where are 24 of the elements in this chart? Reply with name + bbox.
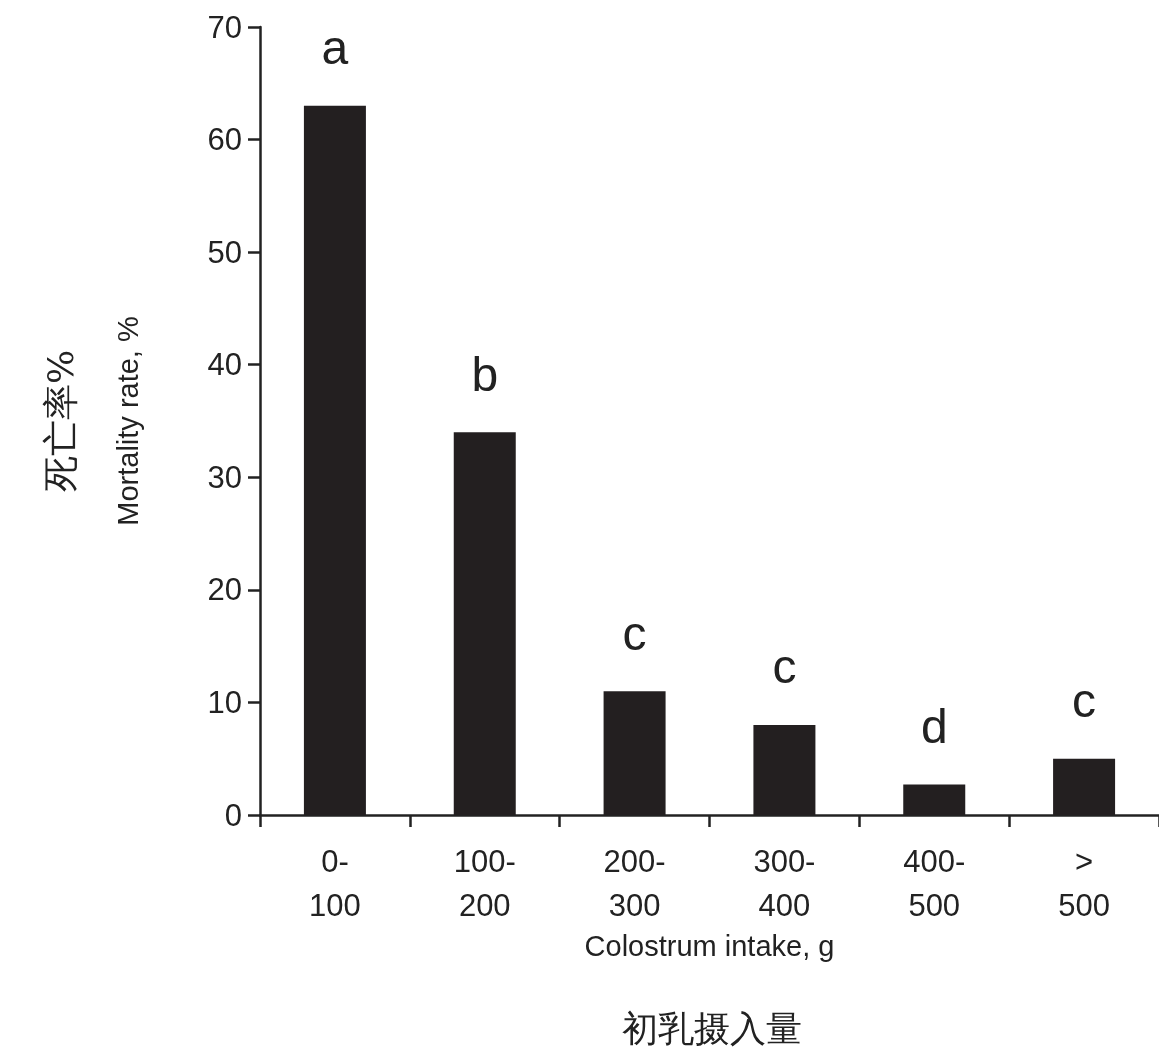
- y-tick-label: 20: [207, 572, 242, 608]
- y-tick-label: 60: [207, 122, 242, 158]
- y-tick-label: 0: [224, 797, 242, 833]
- y-tick-label: 40: [207, 347, 242, 383]
- text: 死亡率%: [39, 349, 81, 493]
- x-tick-label: 400- 500: [903, 843, 966, 923]
- annotation: a: [321, 21, 349, 75]
- y-tick-label: 10: [207, 684, 242, 720]
- y-axis-title: Mortality rate, %: [111, 316, 144, 526]
- x-axis-title: Colostrum intake, g: [584, 930, 835, 963]
- annotation: b: [471, 347, 499, 401]
- x-tick-label: 200- 300: [603, 843, 666, 923]
- y-tick-label: 70: [207, 9, 242, 45]
- annotation: c: [1072, 674, 1097, 728]
- x-tick-label: 0- 100: [309, 843, 361, 923]
- y-tick-label: 50: [207, 234, 242, 270]
- x-tick-label: 300- 400: [753, 843, 816, 923]
- y-tick-label: 30: [207, 459, 242, 495]
- text: 初乳摄入量: [622, 1007, 802, 1049]
- x-tick-label: 100- 200: [453, 843, 516, 923]
- annotation: c: [772, 640, 797, 694]
- x-tick-label: > 500: [1058, 843, 1110, 923]
- annotation: c: [622, 606, 647, 660]
- annotation: d: [920, 700, 948, 754]
